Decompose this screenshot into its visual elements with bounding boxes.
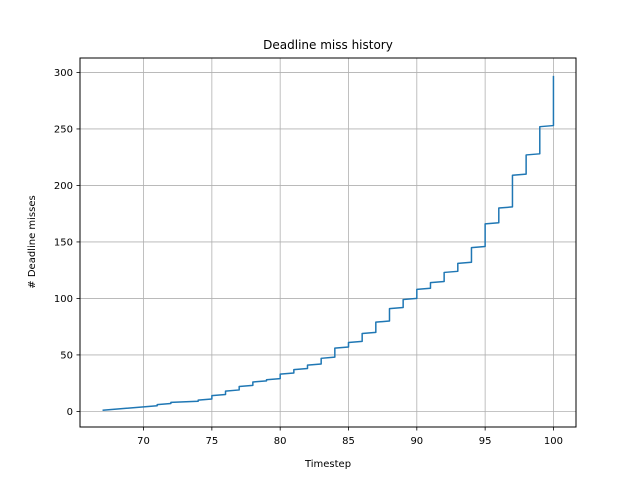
y-tick-label: 0: [67, 407, 73, 418]
y-axis-label: # Deadline misses: [27, 195, 38, 288]
x-tick-label: 100: [544, 436, 563, 447]
x-axis-label: Timestep: [304, 459, 351, 470]
y-tick-label: 250: [54, 124, 73, 135]
x-tick-label: 75: [205, 436, 218, 447]
x-tick-label: 85: [342, 436, 355, 447]
chart-title: Deadline miss history: [263, 38, 393, 52]
y-tick-label: 200: [54, 181, 73, 192]
x-tick-label: 90: [410, 436, 423, 447]
x-tick-label: 80: [274, 436, 287, 447]
x-tick-label: 70: [137, 436, 150, 447]
y-ticks: 0 50 100 150 200 250 300: [54, 68, 80, 418]
series-line: [102, 75, 555, 412]
y-tick-label: 300: [54, 68, 73, 79]
y-tick-label: 150: [54, 237, 73, 248]
y-tick-label: 50: [60, 350, 73, 361]
plot-frame: [79, 57, 577, 428]
x-tick-label: 95: [479, 436, 492, 447]
x-ticks: 70 75 80 85 90 95 100: [137, 427, 563, 447]
y-tick-label: 100: [54, 294, 73, 305]
series-group: [102, 75, 555, 412]
